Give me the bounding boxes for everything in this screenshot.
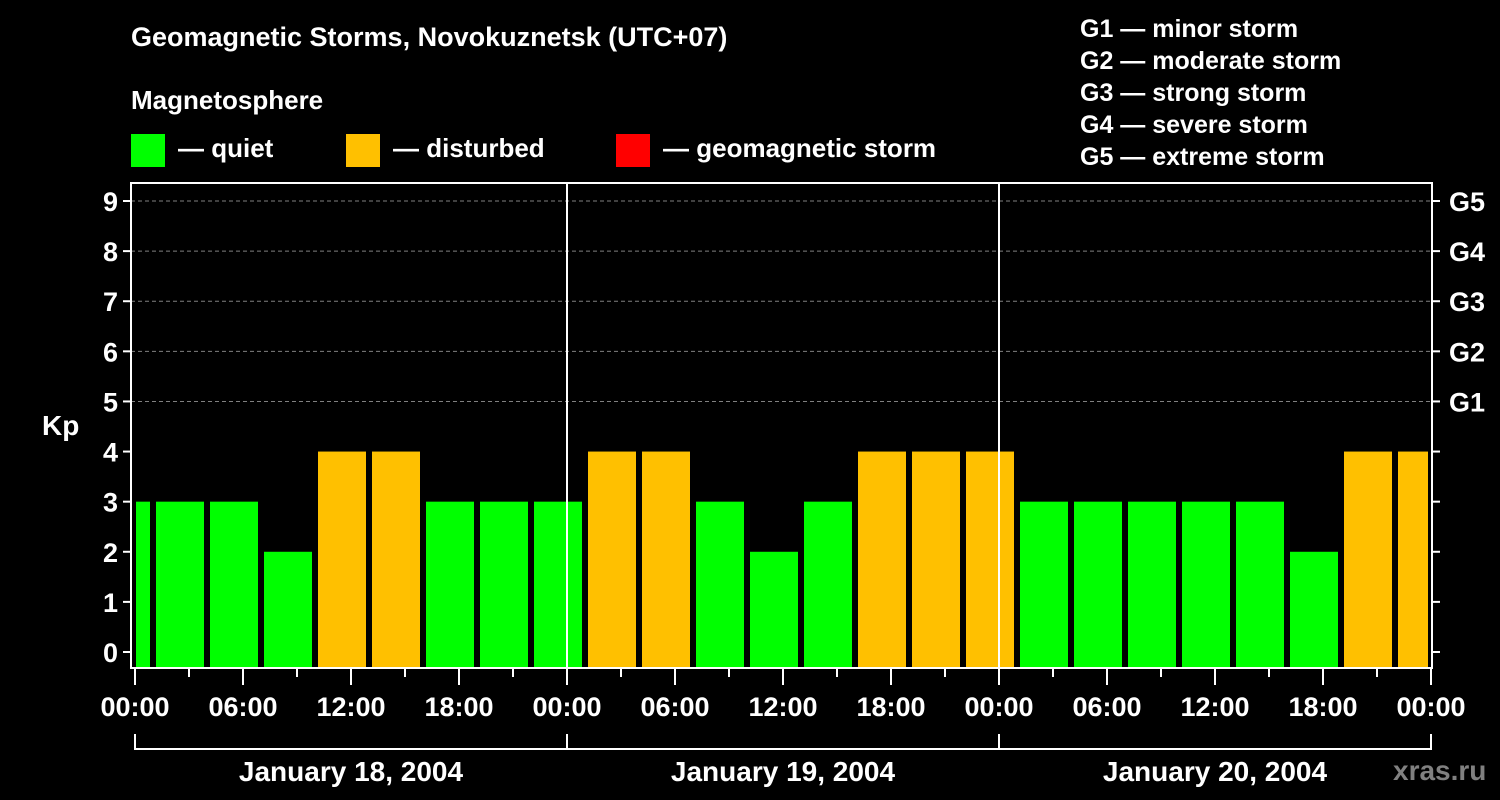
y-tick-label: 1 <box>103 588 118 618</box>
kp-bar <box>136 501 150 667</box>
x-tick-label: 12:00 <box>1180 692 1249 722</box>
kp-bar <box>318 451 366 667</box>
legend-label-disturbed: — disturbed <box>393 133 545 163</box>
legend-title: Magnetosphere <box>131 85 324 115</box>
g-scale-label: G2 <box>1449 337 1485 367</box>
y-axis-label: Kp <box>42 410 80 441</box>
x-tick-label: 06:00 <box>208 692 277 722</box>
x-tick-label: 06:00 <box>1072 692 1141 722</box>
day-label: January 20, 2004 <box>1103 756 1328 787</box>
kp-bar <box>696 501 744 667</box>
kp-bar <box>804 501 852 667</box>
g-scale-label: G5 <box>1449 187 1485 217</box>
g-scale-label: G4 <box>1449 237 1485 267</box>
storm-scale-g1: G1 — minor storm <box>1080 15 1299 43</box>
x-tick-label: 18:00 <box>1288 692 1357 722</box>
kp-bar <box>642 451 690 667</box>
g-scale-label: G1 <box>1449 387 1485 417</box>
storm-scale-g4: G4 — severe storm <box>1080 111 1308 139</box>
kp-bar <box>1236 501 1284 667</box>
x-tick-label: 18:00 <box>424 692 493 722</box>
kp-bar <box>750 551 798 667</box>
x-tick-label: 18:00 <box>856 692 925 722</box>
kp-bar <box>534 501 582 667</box>
kp-bar <box>1344 451 1392 667</box>
kp-bar <box>1290 551 1338 667</box>
legend-swatch-storm <box>616 134 650 167</box>
legend-swatch-disturbed <box>346 134 380 167</box>
kp-bar <box>1074 501 1122 667</box>
kp-bar <box>858 451 906 667</box>
kp-bar <box>912 451 960 667</box>
kp-bar <box>1020 501 1068 667</box>
kp-bar <box>156 501 204 667</box>
y-tick-label: 3 <box>103 488 118 518</box>
x-tick-label: 00:00 <box>1396 692 1465 722</box>
day-label: January 19, 2004 <box>671 756 896 787</box>
storm-scale-g2: G2 — moderate storm <box>1080 47 1342 75</box>
storm-scale-g5: G5 — extreme storm <box>1080 143 1325 171</box>
y-tick-label: 5 <box>103 387 118 417</box>
plot-frame <box>130 182 1433 669</box>
kp-bar <box>1182 501 1230 667</box>
y-tick-label: 0 <box>103 638 118 668</box>
legend-swatch-quiet <box>131 134 165 167</box>
watermark: xras.ru <box>1393 755 1487 786</box>
kp-bar <box>372 451 420 667</box>
x-tick-label: 06:00 <box>640 692 709 722</box>
y-tick-label: 2 <box>103 538 118 568</box>
x-tick-label: 00:00 <box>100 692 169 722</box>
y-tick-label: 6 <box>103 337 118 367</box>
legend-label-storm: — geomagnetic storm <box>663 133 937 163</box>
x-tick-label: 00:00 <box>532 692 601 722</box>
chart-title: Geomagnetic Storms, Novokuznetsk (UTC+07… <box>131 22 728 52</box>
x-tick-label: 12:00 <box>316 692 385 722</box>
legend-label-quiet: — quiet <box>178 133 274 163</box>
day-label: January 18, 2004 <box>239 756 464 787</box>
y-tick-label: 8 <box>103 237 118 267</box>
x-tick-label: 12:00 <box>748 692 817 722</box>
y-tick-label: 4 <box>103 438 118 468</box>
y-tick-label: 9 <box>103 187 118 217</box>
kp-bar <box>1398 451 1428 667</box>
storm-scale-g3: G3 — strong storm <box>1080 79 1307 107</box>
g-scale-label: G3 <box>1449 287 1485 317</box>
kp-bar <box>1128 501 1176 667</box>
kp-bar <box>480 501 528 667</box>
kp-bar <box>966 451 1014 667</box>
kp-bar <box>264 551 312 667</box>
x-tick-label: 00:00 <box>964 692 1033 722</box>
y-tick-label: 7 <box>103 287 118 317</box>
kp-bar <box>210 501 258 667</box>
kp-bar <box>426 501 474 667</box>
kp-bar <box>588 451 636 667</box>
